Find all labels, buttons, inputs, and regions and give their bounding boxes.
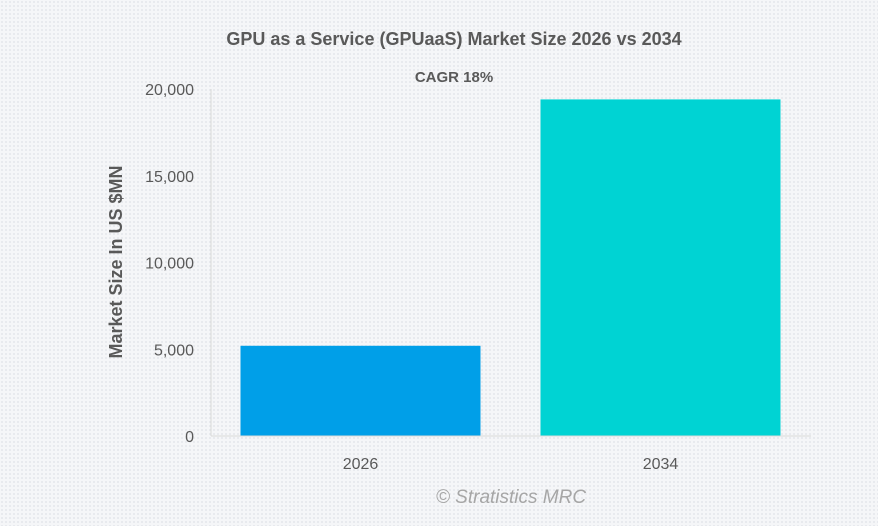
chart-subtitle: CAGR 18% (415, 69, 493, 86)
chart-title: GPU as a Service (GPUaaS) Market Size 20… (226, 29, 681, 49)
y-tick-label: 15,000 (145, 169, 194, 186)
watermark: © Stratistics MRC (436, 487, 586, 508)
x-tick-label: 2034 (643, 456, 679, 473)
y-axis-label: Market Size In US $MN (106, 165, 126, 358)
y-tick-label: 5,000 (154, 342, 194, 359)
x-tick-label: 2026 (343, 456, 379, 473)
y-tick-label: 0 (185, 429, 194, 446)
x-axis-ticks: 2026 2034 (343, 456, 679, 473)
bars (240, 99, 781, 436)
y-tick-label: 10,000 (145, 256, 194, 273)
y-axis-ticks: 0 5,000 10,000 15,000 20,000 (145, 82, 194, 446)
y-tick-label: 20,000 (145, 82, 194, 99)
bar-2026 (240, 345, 481, 436)
bar-2034 (540, 99, 781, 436)
